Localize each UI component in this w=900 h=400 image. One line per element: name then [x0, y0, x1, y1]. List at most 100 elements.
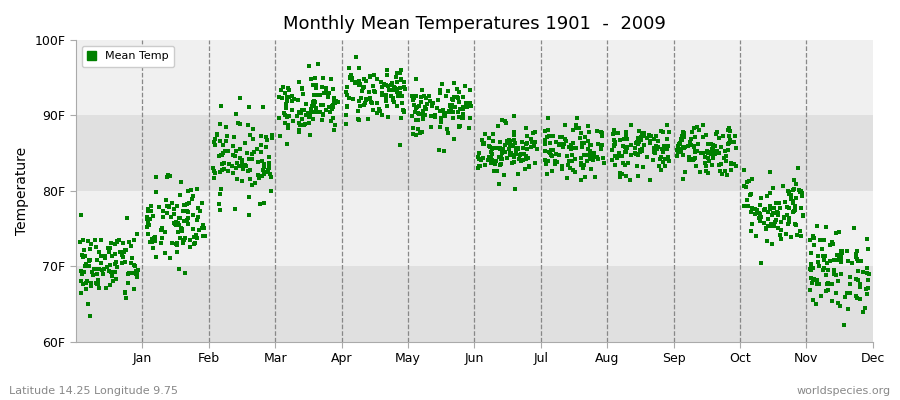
- Point: [851, 258, 866, 264]
- Point: [166, 206, 181, 212]
- Point: [124, 260, 139, 266]
- Point: [524, 136, 538, 142]
- Point: [793, 189, 807, 195]
- Point: [709, 148, 724, 154]
- Point: [181, 188, 195, 195]
- Point: [741, 203, 755, 209]
- Point: [515, 139, 529, 145]
- Point: [817, 264, 832, 271]
- Point: [453, 123, 467, 129]
- Point: [131, 267, 146, 273]
- Point: [706, 154, 720, 160]
- Point: [794, 205, 808, 211]
- Point: [560, 175, 574, 182]
- Point: [394, 76, 409, 82]
- Point: [319, 90, 333, 97]
- Point: [516, 157, 530, 163]
- Point: [821, 280, 835, 286]
- Point: [677, 134, 691, 140]
- Point: [704, 151, 718, 158]
- Point: [611, 130, 625, 136]
- Point: [778, 199, 792, 205]
- Point: [566, 127, 580, 133]
- Point: [744, 209, 759, 215]
- Point: [211, 132, 225, 138]
- Bar: [76, 116, 873, 191]
- Point: [842, 289, 857, 296]
- Point: [408, 109, 422, 115]
- Point: [141, 222, 156, 228]
- Point: [782, 191, 796, 198]
- Point: [677, 145, 691, 151]
- Point: [406, 125, 420, 132]
- Point: [661, 142, 675, 149]
- Point: [259, 169, 274, 176]
- Point: [78, 261, 93, 268]
- Point: [79, 278, 94, 284]
- Point: [228, 153, 242, 160]
- Point: [148, 173, 163, 180]
- Point: [408, 109, 422, 116]
- Point: [428, 112, 442, 118]
- Point: [498, 149, 512, 155]
- Point: [654, 167, 669, 173]
- Point: [806, 279, 820, 286]
- Point: [236, 161, 250, 168]
- Point: [585, 150, 599, 156]
- Point: [608, 153, 622, 160]
- Point: [543, 150, 557, 156]
- Point: [126, 262, 140, 269]
- Point: [519, 146, 534, 152]
- Text: worldspecies.org: worldspecies.org: [796, 386, 891, 396]
- Point: [723, 127, 737, 134]
- Point: [643, 132, 657, 139]
- Point: [843, 273, 858, 280]
- Point: [742, 177, 756, 184]
- Point: [272, 115, 286, 122]
- Point: [109, 259, 123, 265]
- Point: [481, 157, 495, 163]
- Point: [765, 221, 779, 227]
- Point: [842, 306, 856, 312]
- Point: [788, 181, 803, 187]
- Point: [537, 157, 552, 164]
- Point: [258, 144, 273, 150]
- Point: [806, 277, 821, 284]
- Point: [184, 187, 198, 193]
- Point: [394, 93, 409, 100]
- Point: [656, 147, 670, 154]
- Point: [191, 214, 205, 220]
- Point: [697, 150, 711, 156]
- Point: [478, 162, 492, 168]
- Point: [155, 234, 169, 241]
- Point: [834, 252, 849, 258]
- Point: [192, 226, 206, 233]
- Point: [494, 161, 508, 168]
- Point: [257, 171, 272, 178]
- Point: [144, 239, 158, 246]
- Point: [683, 139, 698, 145]
- Point: [652, 144, 666, 150]
- Point: [597, 160, 611, 166]
- Point: [630, 139, 644, 146]
- Point: [456, 94, 471, 100]
- Point: [831, 278, 845, 284]
- Point: [610, 155, 625, 162]
- Point: [737, 203, 751, 209]
- Point: [752, 210, 767, 217]
- Point: [412, 111, 427, 118]
- Point: [830, 251, 844, 258]
- Point: [860, 291, 874, 298]
- Point: [144, 203, 158, 210]
- Point: [178, 270, 193, 276]
- Point: [637, 133, 652, 139]
- Point: [340, 92, 355, 98]
- Point: [538, 137, 553, 144]
- Point: [723, 133, 737, 140]
- Point: [552, 142, 566, 148]
- Point: [528, 138, 543, 145]
- Point: [629, 139, 643, 146]
- Point: [831, 300, 845, 306]
- Point: [513, 150, 527, 157]
- Point: [760, 209, 775, 216]
